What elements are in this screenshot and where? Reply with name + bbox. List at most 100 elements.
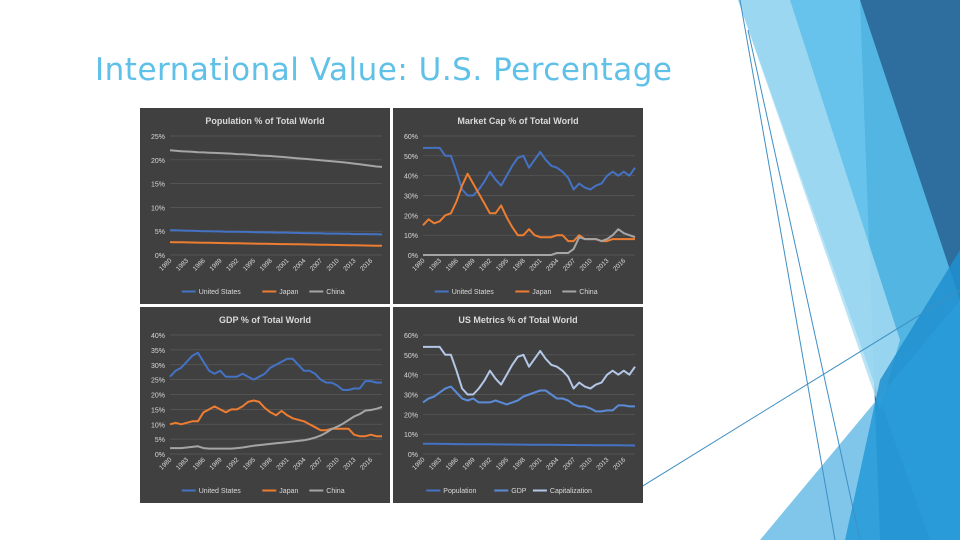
x-tick-label: 2001 bbox=[528, 257, 543, 272]
x-tick-label: 2007 bbox=[309, 456, 324, 471]
x-tick-label: 1998 bbox=[259, 257, 274, 272]
deco-light-band bbox=[738, 0, 900, 410]
x-tick-label: 1992 bbox=[225, 456, 240, 471]
y-tick-label: 50% bbox=[404, 154, 418, 161]
y-tick-label: 50% bbox=[404, 353, 418, 360]
x-tick-label: 2013 bbox=[342, 257, 357, 272]
y-tick-label: 40% bbox=[404, 174, 418, 181]
x-tick-label: 2001 bbox=[275, 257, 290, 272]
series-line-japan bbox=[169, 399, 382, 438]
legend-label-united-states: United States bbox=[199, 289, 242, 296]
x-tick-label: 1995 bbox=[242, 257, 257, 272]
chart-title: US Metrics % of Total World bbox=[458, 315, 577, 325]
legend-label-china: China bbox=[326, 289, 344, 296]
y-tick-label: 15% bbox=[151, 407, 165, 414]
chart-svg: Market Cap % of Total World 0% 10% 20% 30% 40… bbox=[404, 116, 636, 296]
x-tick-label: 2016 bbox=[359, 257, 374, 272]
chart-gdp: GDP % of Total World 0% 5% 10% 15% 20% 25% 30% 3… bbox=[140, 307, 390, 503]
legend-label-china: China bbox=[326, 488, 344, 495]
legend-label-japan: Japan bbox=[532, 289, 551, 296]
x-tick-label: 1986 bbox=[445, 456, 460, 471]
y-tick-label: 30% bbox=[151, 363, 165, 370]
chart-market-cap: Market Cap % of Total World 0% 10% 20% 30% 40… bbox=[393, 108, 643, 304]
slide-title: International Value: U.S. Percentage bbox=[95, 52, 673, 88]
x-tick-label: 2001 bbox=[275, 456, 290, 471]
x-tick-label: 1983 bbox=[175, 257, 190, 272]
x-tick-label: 1983 bbox=[428, 456, 443, 471]
series-line-gdp bbox=[422, 385, 635, 413]
x-tick-label: 1992 bbox=[225, 257, 240, 272]
x-tick-label: 1998 bbox=[512, 257, 527, 272]
y-tick-label: 40% bbox=[404, 373, 418, 380]
y-tick-label: 5% bbox=[155, 437, 165, 444]
y-tick-label: 5% bbox=[155, 229, 165, 236]
series-line-united-states bbox=[170, 229, 383, 236]
legend-label-gdp: GDP bbox=[511, 488, 527, 495]
y-tick-label: 20% bbox=[404, 213, 418, 220]
chart-title: Market Cap % of Total World bbox=[457, 116, 578, 126]
y-tick-label: 35% bbox=[151, 348, 165, 355]
x-tick-label: 1995 bbox=[242, 456, 257, 471]
y-tick-label: 40% bbox=[151, 333, 165, 340]
x-tick-label: 2016 bbox=[612, 257, 627, 272]
y-tick-label: 0% bbox=[408, 452, 418, 459]
series-line-china bbox=[423, 228, 636, 256]
x-tick-label: 1989 bbox=[461, 257, 476, 272]
y-tick-label: 30% bbox=[404, 393, 418, 400]
x-tick-label: 2001 bbox=[528, 456, 543, 471]
y-tick-label: 10% bbox=[151, 422, 165, 429]
x-tick-label: 2007 bbox=[309, 257, 324, 272]
y-tick-label: 10% bbox=[151, 205, 165, 212]
deco-line-3 bbox=[619, 289, 960, 501]
x-tick-label: 2013 bbox=[595, 456, 610, 471]
y-tick-label: 0% bbox=[155, 452, 165, 459]
x-tick-label: 1995 bbox=[495, 456, 510, 471]
x-tick-label: 1983 bbox=[175, 456, 190, 471]
legend-label-china: China bbox=[579, 289, 597, 296]
y-tick-label: 15% bbox=[151, 182, 165, 189]
series-line-japan bbox=[422, 172, 635, 243]
x-tick-label: 2007 bbox=[562, 257, 577, 272]
x-tick-label: 2004 bbox=[292, 456, 307, 471]
x-tick-label: 2010 bbox=[579, 257, 594, 272]
y-tick-label: 25% bbox=[151, 378, 165, 385]
series-line-united-states bbox=[169, 351, 382, 391]
x-tick-label: 2007 bbox=[562, 456, 577, 471]
chart-us-metrics: US Metrics % of Total World 0% 10% 20% 30% 40… bbox=[393, 307, 643, 503]
x-tick-label: 2013 bbox=[342, 456, 357, 471]
chart-population: Population % of Total World 0% 5% 10% 15% 20%… bbox=[140, 108, 390, 304]
legend-label-united-states: United States bbox=[452, 289, 495, 296]
y-tick-label: 20% bbox=[151, 393, 165, 400]
chart-title: Population % of Total World bbox=[205, 116, 324, 126]
y-tick-label: 25% bbox=[151, 134, 165, 141]
y-tick-label: 20% bbox=[404, 412, 418, 419]
series-line-population bbox=[423, 442, 636, 447]
y-tick-label: 0% bbox=[408, 253, 418, 260]
series-line-japan bbox=[169, 241, 383, 247]
legend-label-japan: Japan bbox=[279, 488, 298, 495]
x-tick-label: 2004 bbox=[292, 257, 307, 272]
y-tick-label: 10% bbox=[404, 233, 418, 240]
x-tick-label: 2004 bbox=[545, 456, 560, 471]
chart-svg: US Metrics % of Total World 0% 10% 20% 30% 40… bbox=[404, 315, 636, 495]
x-tick-label: 2016 bbox=[612, 456, 627, 471]
legend-label-japan: Japan bbox=[279, 289, 298, 296]
x-tick-label: 2013 bbox=[595, 257, 610, 272]
x-tick-label: 1986 bbox=[445, 257, 460, 272]
x-tick-label: 1986 bbox=[192, 257, 207, 272]
series-line-china bbox=[170, 406, 383, 450]
x-tick-label: 1989 bbox=[208, 456, 223, 471]
x-tick-label: 1989 bbox=[461, 456, 476, 471]
x-tick-label: 1992 bbox=[478, 257, 493, 272]
y-tick-label: 0% bbox=[155, 253, 165, 260]
x-tick-label: 2010 bbox=[326, 257, 341, 272]
deco-lower-wedge bbox=[760, 300, 960, 540]
chart-svg: Population % of Total World 0% 5% 10% 15% 20%… bbox=[151, 116, 383, 296]
x-tick-label: 1989 bbox=[208, 257, 223, 272]
chart-title: GDP % of Total World bbox=[219, 315, 311, 325]
x-tick-label: 2010 bbox=[326, 456, 341, 471]
legend-label-population: Population bbox=[443, 488, 476, 495]
y-tick-label: 10% bbox=[404, 432, 418, 439]
chart-svg: GDP % of Total World 0% 5% 10% 15% 20% 25% 30% 3… bbox=[151, 315, 383, 495]
